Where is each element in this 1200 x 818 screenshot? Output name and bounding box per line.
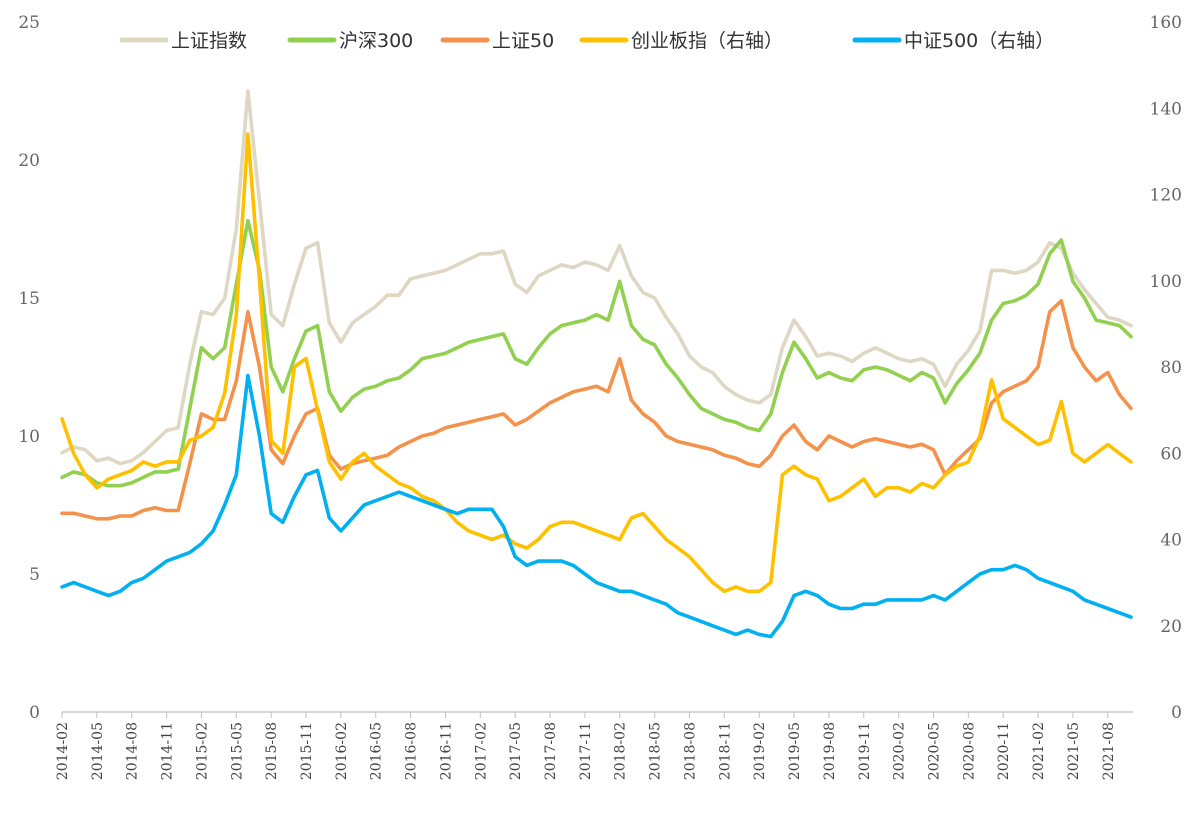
legend-label: 创业板指（右轴） — [631, 30, 783, 52]
x-tick-label: 2014-11 — [160, 722, 176, 780]
right-y-tick-label: 0 — [1171, 703, 1182, 723]
legend-item: 中证500（右轴） — [852, 30, 1054, 52]
series-line-3 — [60, 132, 1133, 594]
series-line-4 — [60, 373, 1133, 639]
x-tick-label: 2016-11 — [438, 722, 454, 780]
left-y-tick-label: 0 — [29, 703, 40, 723]
legend: 上证指数 沪深300 上证50 创业板指（右轴） 中证500（右轴） — [119, 30, 1054, 52]
right-y-tick-label: 140 — [1150, 99, 1182, 119]
right-y-tick-label: 80 — [1160, 358, 1182, 378]
legend-item: 上证50 — [440, 30, 554, 52]
x-axis: 2014-02 2014-05 2014-08 2014-11 2015-02 2015-… — [55, 711, 1133, 780]
left-y-tick-label: 15 — [18, 289, 40, 309]
x-tick-label: 2020-08 — [961, 722, 977, 780]
x-tick-label: 2014-02 — [55, 722, 71, 780]
x-tick-label: 2015-08 — [264, 722, 280, 780]
left-y-tick-label: 20 — [18, 151, 40, 171]
x-tick-label: 2020-11 — [996, 722, 1012, 780]
legend-item: 沪深300 — [287, 30, 413, 52]
x-tick-label: 2017-11 — [578, 722, 594, 780]
x-tick-label: 2018-02 — [613, 722, 629, 780]
x-tick-label: 2019-02 — [752, 722, 768, 780]
x-tick-label: 2015-11 — [299, 722, 315, 780]
right-y-tick-label: 120 — [1150, 186, 1182, 206]
right-y-axis: 0 20 40 60 80 100 120 140 160 — [1150, 13, 1182, 723]
series-layer — [60, 89, 1133, 639]
x-tick-label: 2014-05 — [90, 722, 106, 780]
x-tick-label: 2015-02 — [194, 722, 210, 780]
x-tick-label: 2020-02 — [892, 722, 908, 780]
legend-label: 上证50 — [492, 30, 554, 52]
series-line-2 — [60, 299, 1133, 521]
x-tick-label: 2016-02 — [334, 722, 350, 780]
x-tick-label: 2019-11 — [857, 722, 873, 780]
x-tick-label: 2014-08 — [125, 722, 141, 780]
x-tick-label: 2017-08 — [543, 722, 559, 780]
legend-label: 上证指数 — [171, 30, 247, 52]
right-y-tick-label: 20 — [1160, 617, 1182, 637]
x-tick-label: 2021-08 — [1101, 722, 1117, 780]
x-tick-label: 2019-08 — [822, 722, 838, 780]
legend-label: 沪深300 — [339, 30, 413, 52]
x-tick-label: 2015-05 — [229, 722, 245, 780]
legend-item: 上证指数 — [119, 30, 247, 52]
x-tick-label: 2018-08 — [682, 722, 698, 780]
left-y-axis: 0 5 10 15 20 25 — [18, 13, 40, 723]
left-y-tick-label: 5 — [29, 565, 40, 585]
right-y-tick-label: 60 — [1160, 444, 1182, 464]
x-tick-label: 2021-05 — [1066, 722, 1082, 780]
x-tick-label: 2016-05 — [369, 722, 385, 780]
right-y-tick-label: 160 — [1150, 13, 1182, 33]
x-tick-label: 2016-08 — [404, 722, 420, 780]
series-line-0 — [60, 89, 1133, 466]
x-tick-label: 2021-02 — [1031, 722, 1047, 780]
right-y-tick-label: 40 — [1160, 531, 1182, 551]
x-tick-label: 2019-05 — [787, 722, 803, 780]
left-y-tick-label: 25 — [18, 13, 40, 33]
x-tick-label: 2017-02 — [473, 722, 489, 780]
legend-label: 中证500（右轴） — [904, 30, 1054, 52]
x-tick-label: 2018-11 — [717, 722, 733, 780]
legend-item: 创业板指（右轴） — [579, 30, 783, 52]
x-tick-label: 2020-05 — [926, 722, 942, 780]
right-y-tick-label: 100 — [1150, 272, 1182, 292]
left-y-tick-label: 10 — [18, 427, 40, 447]
x-tick-label: 2017-05 — [508, 722, 524, 780]
x-tick-label: 2018-05 — [648, 722, 664, 780]
